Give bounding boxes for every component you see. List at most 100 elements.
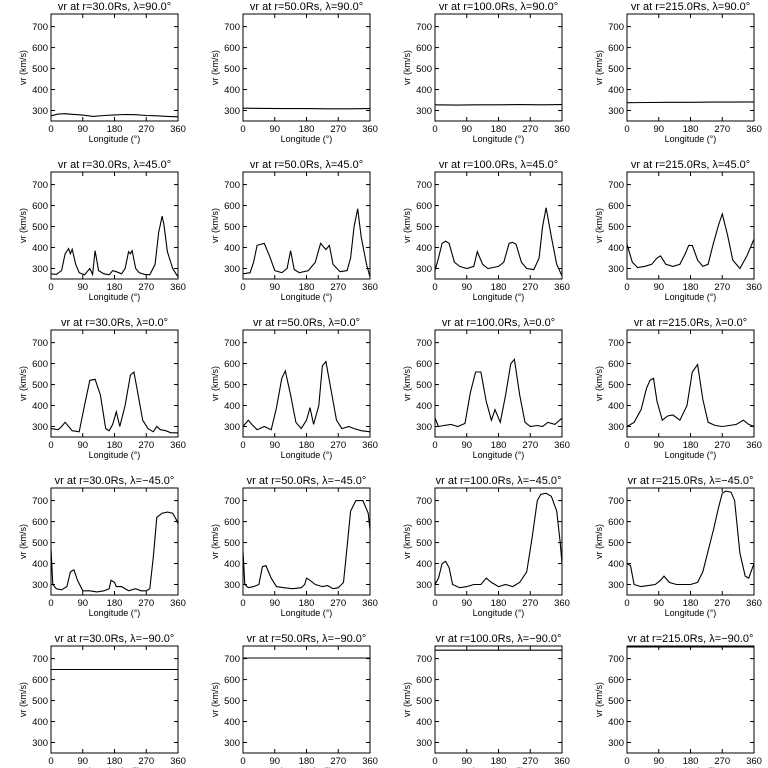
data-point (320, 243, 321, 244)
data-point (244, 584, 245, 585)
data-point (739, 552, 740, 553)
data-point (537, 425, 538, 426)
y-tick-label: 700 (416, 22, 432, 33)
data-point (505, 394, 506, 395)
y-tick-label: 500 (32, 380, 48, 391)
data-point (103, 273, 104, 274)
series-line (51, 215, 178, 278)
series-line (435, 358, 562, 428)
y-tick-label: 400 (224, 401, 240, 412)
data-point (276, 407, 277, 408)
data-point (253, 586, 254, 587)
data-point (299, 272, 300, 273)
subplot-10: vr at r=50.0Rs, λ=0.0° 0 90 180 270 360 300 400… (210, 317, 378, 460)
x-tick-label: 90 (77, 440, 88, 451)
x-tick-label: 270 (714, 598, 730, 609)
data-point (96, 591, 97, 592)
x-tick-label: 270 (714, 440, 730, 451)
series-line (627, 212, 754, 270)
subplot-7: vr at r=100.0Rs, λ=45.0° 0 90 180 270 360 300 4… (402, 159, 570, 302)
x-tick-label: 0 (48, 124, 53, 135)
data-point (116, 586, 117, 587)
data-point (498, 586, 499, 587)
data-point (644, 266, 645, 267)
data-point (653, 378, 654, 379)
plot-frame (626, 645, 755, 754)
data-point (656, 257, 657, 258)
data-point (242, 426, 243, 427)
data-point (82, 669, 83, 670)
x-axis-label: Longitude (°) (281, 608, 333, 618)
series-line (51, 370, 178, 434)
y-axis-label: vr (km/s) (18, 208, 28, 243)
data-point (56, 274, 57, 275)
x-axis-label: Longitude (°) (89, 766, 141, 768)
data-point (92, 274, 93, 275)
x-tick-label: 180 (299, 598, 315, 609)
y-tick-label: 600 (416, 359, 432, 370)
data-point (449, 243, 450, 244)
data-point (464, 423, 465, 424)
data-point (294, 269, 295, 270)
data-point (50, 548, 51, 549)
data-point (443, 425, 444, 426)
data-point (341, 428, 342, 429)
data-point (347, 546, 348, 547)
y-tick-label: 600 (32, 43, 48, 54)
data-point (626, 646, 627, 647)
data-point (354, 226, 355, 227)
data-point (156, 426, 157, 427)
data-point (61, 426, 62, 427)
data-point (160, 429, 161, 430)
data-point (526, 268, 527, 269)
data-point (109, 588, 110, 589)
data-point (438, 426, 439, 427)
y-tick-label: 700 (32, 496, 48, 507)
x-tick-label: 360 (362, 598, 378, 609)
y-tick-label: 400 (608, 559, 624, 570)
x-tick-label: 180 (299, 440, 315, 451)
data-point (450, 424, 451, 425)
data-point (290, 250, 291, 251)
y-tick-label: 600 (224, 359, 240, 370)
x-tick-label: 270 (522, 124, 538, 135)
data-point (258, 584, 259, 585)
y-tick-label: 400 (224, 717, 240, 728)
data-point (253, 262, 254, 263)
data-point (449, 567, 450, 568)
x-axis-label: Longitude (°) (665, 292, 717, 302)
data-point (285, 370, 286, 371)
data-point (442, 243, 443, 244)
x-tick-label: 180 (491, 756, 507, 767)
y-tick-label: 700 (32, 22, 48, 33)
data-point (561, 650, 562, 651)
data-point (672, 266, 673, 267)
x-tick-label: 90 (461, 598, 472, 609)
data-point (242, 273, 243, 274)
data-point (350, 257, 351, 258)
data-point (248, 587, 249, 588)
data-point (162, 513, 163, 514)
y-tick-label: 300 (32, 580, 48, 591)
x-tick-label: 270 (138, 756, 154, 767)
x-tick-label: 180 (107, 282, 123, 293)
data-point (79, 431, 80, 432)
data-point (445, 561, 446, 562)
data-point (125, 405, 126, 406)
series-line (627, 363, 754, 428)
data-point (641, 409, 642, 410)
subplot-14: vr at r=50.0Rs, λ=−45.0° 0 90 180 270 360 300 4… (210, 475, 378, 618)
data-point (162, 216, 163, 217)
y-tick-label: 400 (32, 559, 48, 570)
data-point (722, 646, 723, 647)
data-point (516, 244, 517, 245)
y-tick-label: 700 (32, 180, 48, 191)
series-line (243, 107, 370, 110)
x-tick-label: 270 (714, 756, 730, 767)
data-point (142, 420, 143, 421)
data-point (165, 430, 166, 431)
y-tick-label: 500 (416, 380, 432, 391)
y-tick-label: 600 (416, 201, 432, 212)
data-point (697, 260, 698, 261)
data-point (708, 422, 709, 423)
